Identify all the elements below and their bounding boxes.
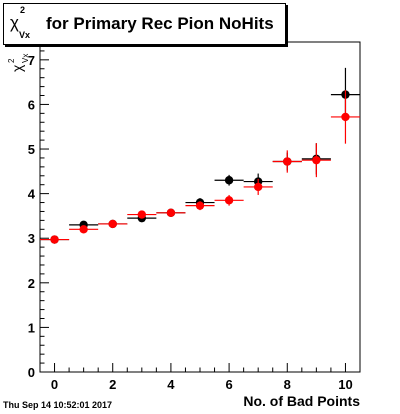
data-point — [195, 201, 205, 210]
y-tick-label: 7 — [28, 53, 35, 68]
data-point — [137, 210, 147, 219]
chart-title-box: χ 2 Vx for Primary Rec Pion NoHits — [3, 3, 286, 45]
chart-title: for Primary Rec Pion NoHits — [46, 14, 274, 33]
data-point — [108, 219, 117, 229]
data-point — [79, 225, 88, 234]
data-point — [341, 112, 350, 122]
title-superscript: 2 — [20, 5, 26, 15]
y-tick-label: 3 — [28, 231, 35, 246]
data-point — [224, 176, 234, 185]
timestamp: Thu Sep 14 10:52:01 2017 — [3, 400, 113, 410]
data-point — [283, 157, 292, 166]
y-tick-label: 0 — [28, 365, 35, 380]
y-tick-label: 4 — [28, 187, 36, 202]
x-axis-label: No. of Bad Points — [243, 393, 360, 409]
series-0 — [40, 67, 360, 244]
data-point — [50, 235, 59, 244]
y-tick-label: 2 — [28, 276, 35, 291]
data-point — [224, 196, 234, 205]
data-point — [312, 155, 321, 165]
y-tick-label: 6 — [28, 97, 35, 112]
y-axis-label: χ2 Vx — [7, 54, 30, 72]
x-tick-label: 10 — [338, 377, 352, 392]
title-chi-symbol: χ — [10, 13, 19, 32]
y-tick-label: 1 — [28, 320, 35, 335]
x-tick-label: 4 — [167, 377, 175, 392]
data-point — [253, 182, 263, 192]
y-axis-label-sup: 2 — [7, 58, 16, 63]
series-1 — [40, 90, 360, 244]
x-tick-label: 0 — [51, 377, 58, 392]
y-axis-label-sub: Vx — [21, 54, 30, 63]
data-point — [166, 208, 176, 217]
y-tick-label: 5 — [28, 142, 35, 157]
x-tick-label: 8 — [284, 377, 291, 392]
x-tick-label: 2 — [109, 377, 116, 392]
y-axis-label-symbol: χ — [9, 64, 25, 72]
title-subscript: Vx — [19, 30, 31, 40]
x-tick-label: 6 — [225, 377, 232, 392]
